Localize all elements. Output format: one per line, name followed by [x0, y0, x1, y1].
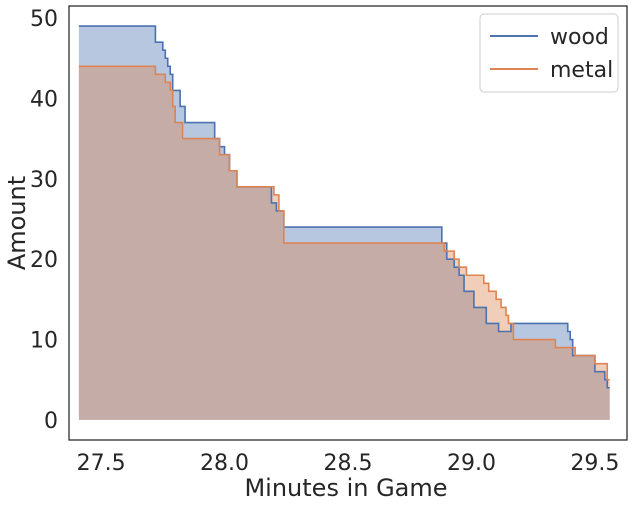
x-tick-label: 29.5	[570, 451, 619, 476]
plot-layer	[78, 25, 610, 420]
y-tick-label: 50	[30, 7, 58, 32]
x-axis-label: Minutes in Game	[244, 474, 447, 502]
y-tick-label: 0	[44, 409, 58, 434]
ticks-layer: 27.5 28.0 28.5 29.0 29.5 0 10 20 30 40 50	[30, 7, 619, 476]
legend-box	[479, 13, 619, 93]
x-tick-label: 28.5	[324, 451, 373, 476]
y-tick-label: 40	[30, 87, 58, 112]
axes-frame	[68, 5, 628, 441]
legend: wood metal	[479, 13, 619, 93]
x-tick-label: 28.0	[200, 451, 249, 476]
legend-label-wood: wood	[550, 25, 609, 50]
y-tick-label: 10	[30, 329, 58, 354]
y-tick-label: 20	[30, 248, 58, 273]
series-line-metal	[78, 65, 610, 381]
x-tick-label: 27.5	[77, 451, 126, 476]
series-fill-wood	[78, 26, 610, 420]
x-tick-label: 29.0	[447, 451, 496, 476]
y-tick-label: 30	[30, 168, 58, 193]
y-axis-label: Amount	[3, 176, 31, 270]
legend-label-metal: metal	[550, 58, 613, 83]
